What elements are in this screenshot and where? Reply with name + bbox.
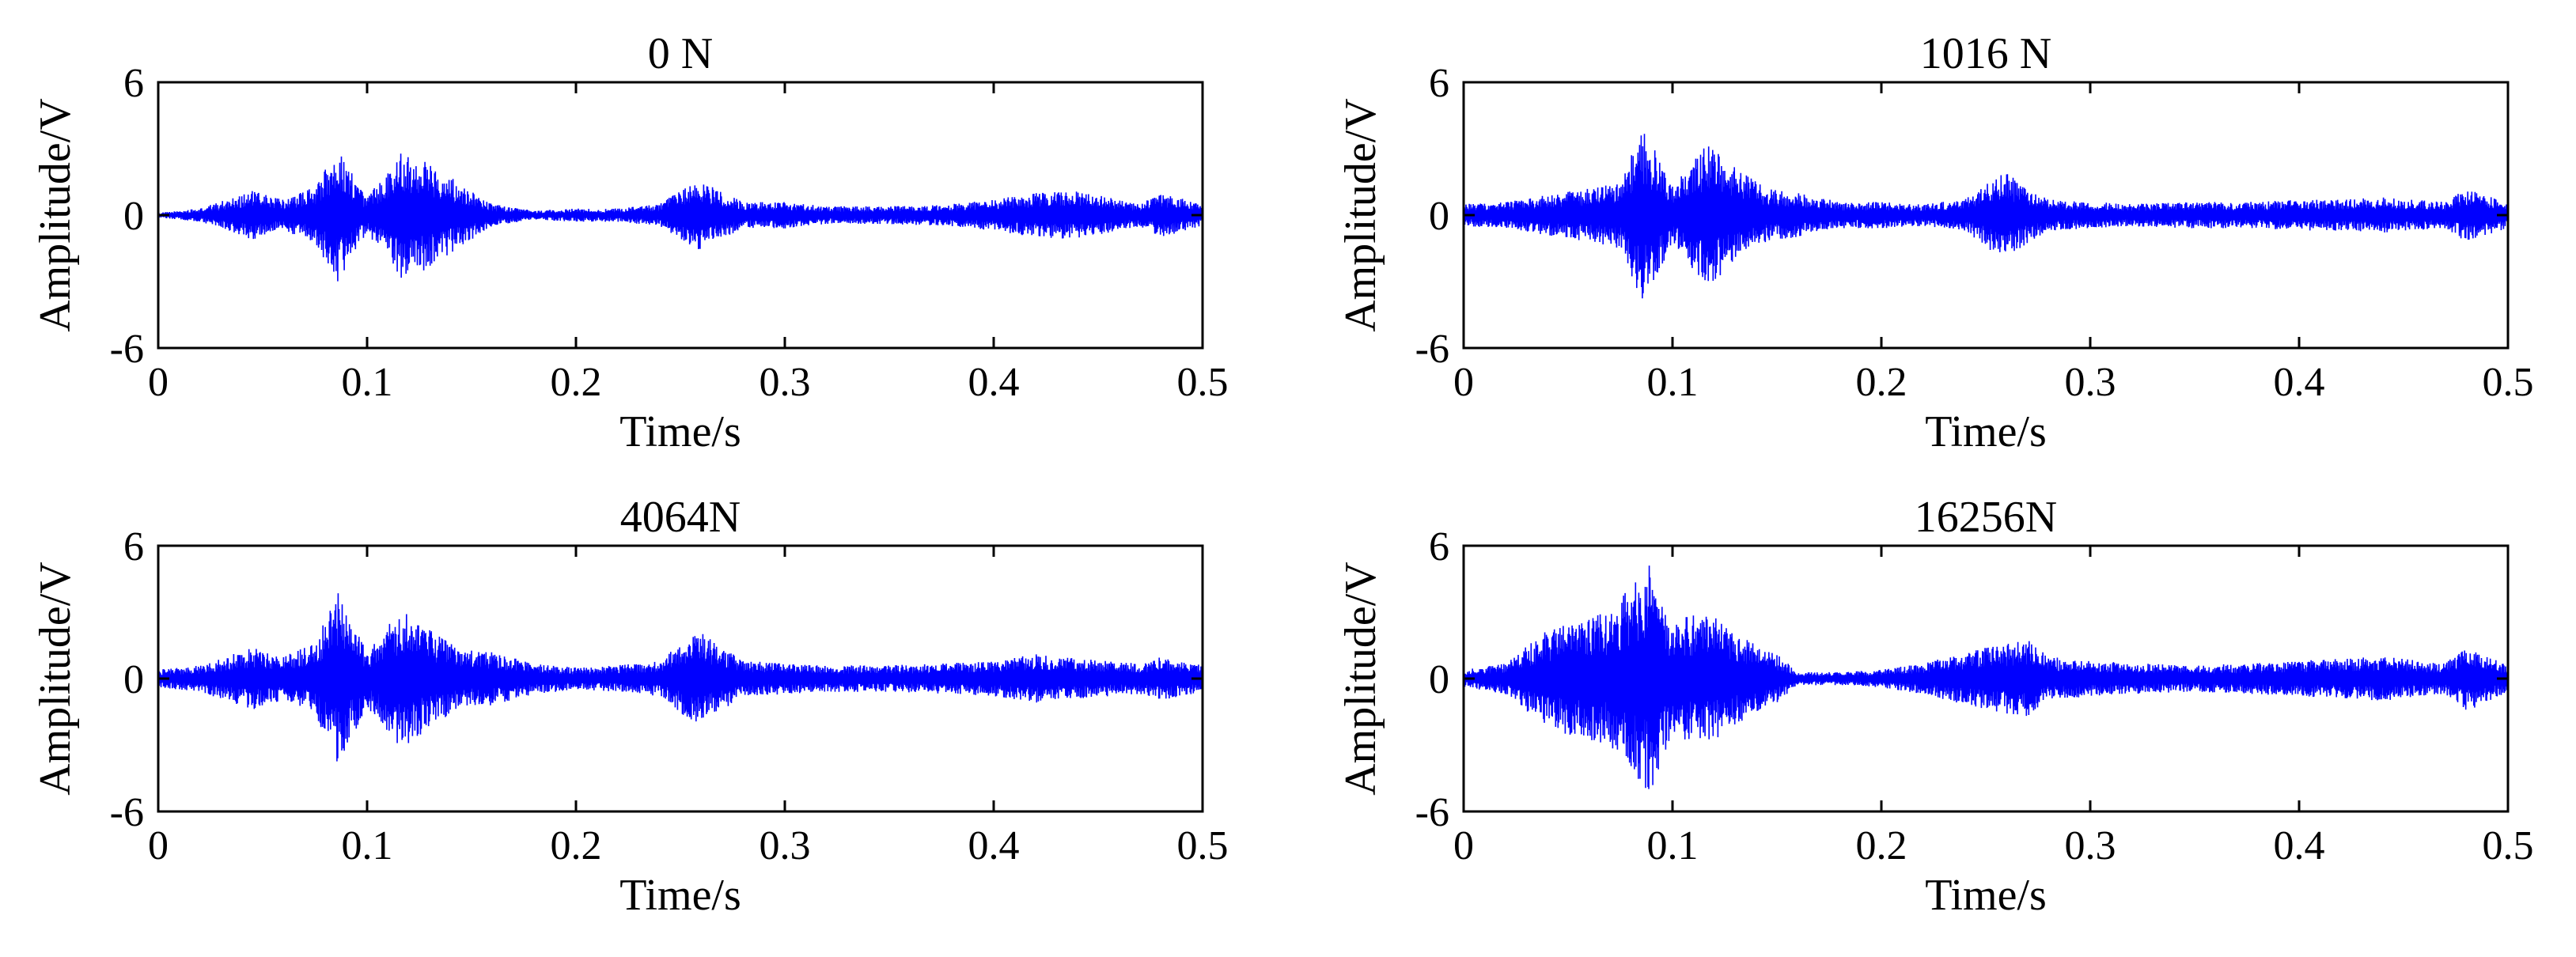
x-tick-label: 0 <box>1453 360 1474 405</box>
x-axis-label: Time/s <box>1925 871 2047 920</box>
chart-title: 4064N <box>620 493 741 542</box>
x-tick-label: 0.1 <box>1647 360 1699 405</box>
y-axis-label: Amplitude/V <box>1336 562 1385 796</box>
y-tick-label: -6 <box>110 790 144 835</box>
chart-title: 1016 N <box>1920 29 2051 78</box>
x-tick-label: 0.3 <box>2065 823 2116 868</box>
chart-title: 16256N <box>1915 493 2057 542</box>
x-axis-label: Time/s <box>619 407 741 456</box>
y-axis-label: Amplitude/V <box>31 98 80 332</box>
signal-trace-2 <box>158 593 1203 762</box>
x-tick-label: 0.1 <box>342 823 393 868</box>
y-tick-label: -6 <box>1415 790 1449 835</box>
x-tick-label: 0.3 <box>760 823 811 868</box>
x-tick-label: 0.5 <box>2483 360 2534 405</box>
x-tick-label: 0.2 <box>1856 360 1907 405</box>
x-tick-label: 0.1 <box>342 360 393 405</box>
y-tick-label: 0 <box>123 657 144 702</box>
x-tick-label: 0.5 <box>1177 823 1229 868</box>
x-tick-label: 0.4 <box>968 823 1020 868</box>
y-tick-label: -6 <box>110 327 144 372</box>
x-tick-label: 0.3 <box>760 360 811 405</box>
x-tick-label: 0.2 <box>1856 823 1907 868</box>
x-tick-label: 0 <box>148 360 169 405</box>
x-tick-label: 0.5 <box>1177 360 1229 405</box>
y-tick-label: 6 <box>123 61 144 106</box>
y-tick-label: 6 <box>1429 61 1449 106</box>
signal-trace-3 <box>1464 566 2508 789</box>
y-tick-label: 0 <box>1429 194 1449 239</box>
x-tick-label: 0.4 <box>968 360 1020 405</box>
y-tick-label: -6 <box>1415 327 1449 372</box>
x-tick-label: 0.3 <box>2065 360 2116 405</box>
x-tick-label: 0.1 <box>1647 823 1699 868</box>
signal-trace-1 <box>1464 134 2508 299</box>
x-axis-label: Time/s <box>619 871 741 920</box>
y-tick-label: 0 <box>1429 657 1449 702</box>
x-tick-label: 0.5 <box>2483 823 2534 868</box>
y-tick-label: 0 <box>123 194 144 239</box>
y-axis-label: Amplitude/V <box>1336 98 1385 332</box>
signal-trace-0 <box>158 153 1203 282</box>
x-tick-label: 0 <box>1453 823 1474 868</box>
x-tick-label: 0.4 <box>2274 360 2325 405</box>
x-tick-label: 0.2 <box>551 823 602 868</box>
y-axis-label: Amplitude/V <box>31 562 80 796</box>
y-tick-label: 6 <box>1429 524 1449 569</box>
x-tick-label: 0.2 <box>551 360 602 405</box>
x-tick-label: 0 <box>148 823 169 868</box>
x-axis-label: Time/s <box>1925 407 2047 456</box>
chart-panel-3: 0 0.1 0.2 0.3 0.4 0.560-616256NTime/sAmplitud… <box>1336 493 2534 920</box>
chart-panel-2: 0 0.1 0.2 0.3 0.4 0.560-64064NTime/sAmplitude… <box>31 493 1229 920</box>
x-tick-label: 0.4 <box>2274 823 2325 868</box>
chart-title: 0 N <box>648 29 713 78</box>
y-tick-label: 6 <box>123 524 144 569</box>
